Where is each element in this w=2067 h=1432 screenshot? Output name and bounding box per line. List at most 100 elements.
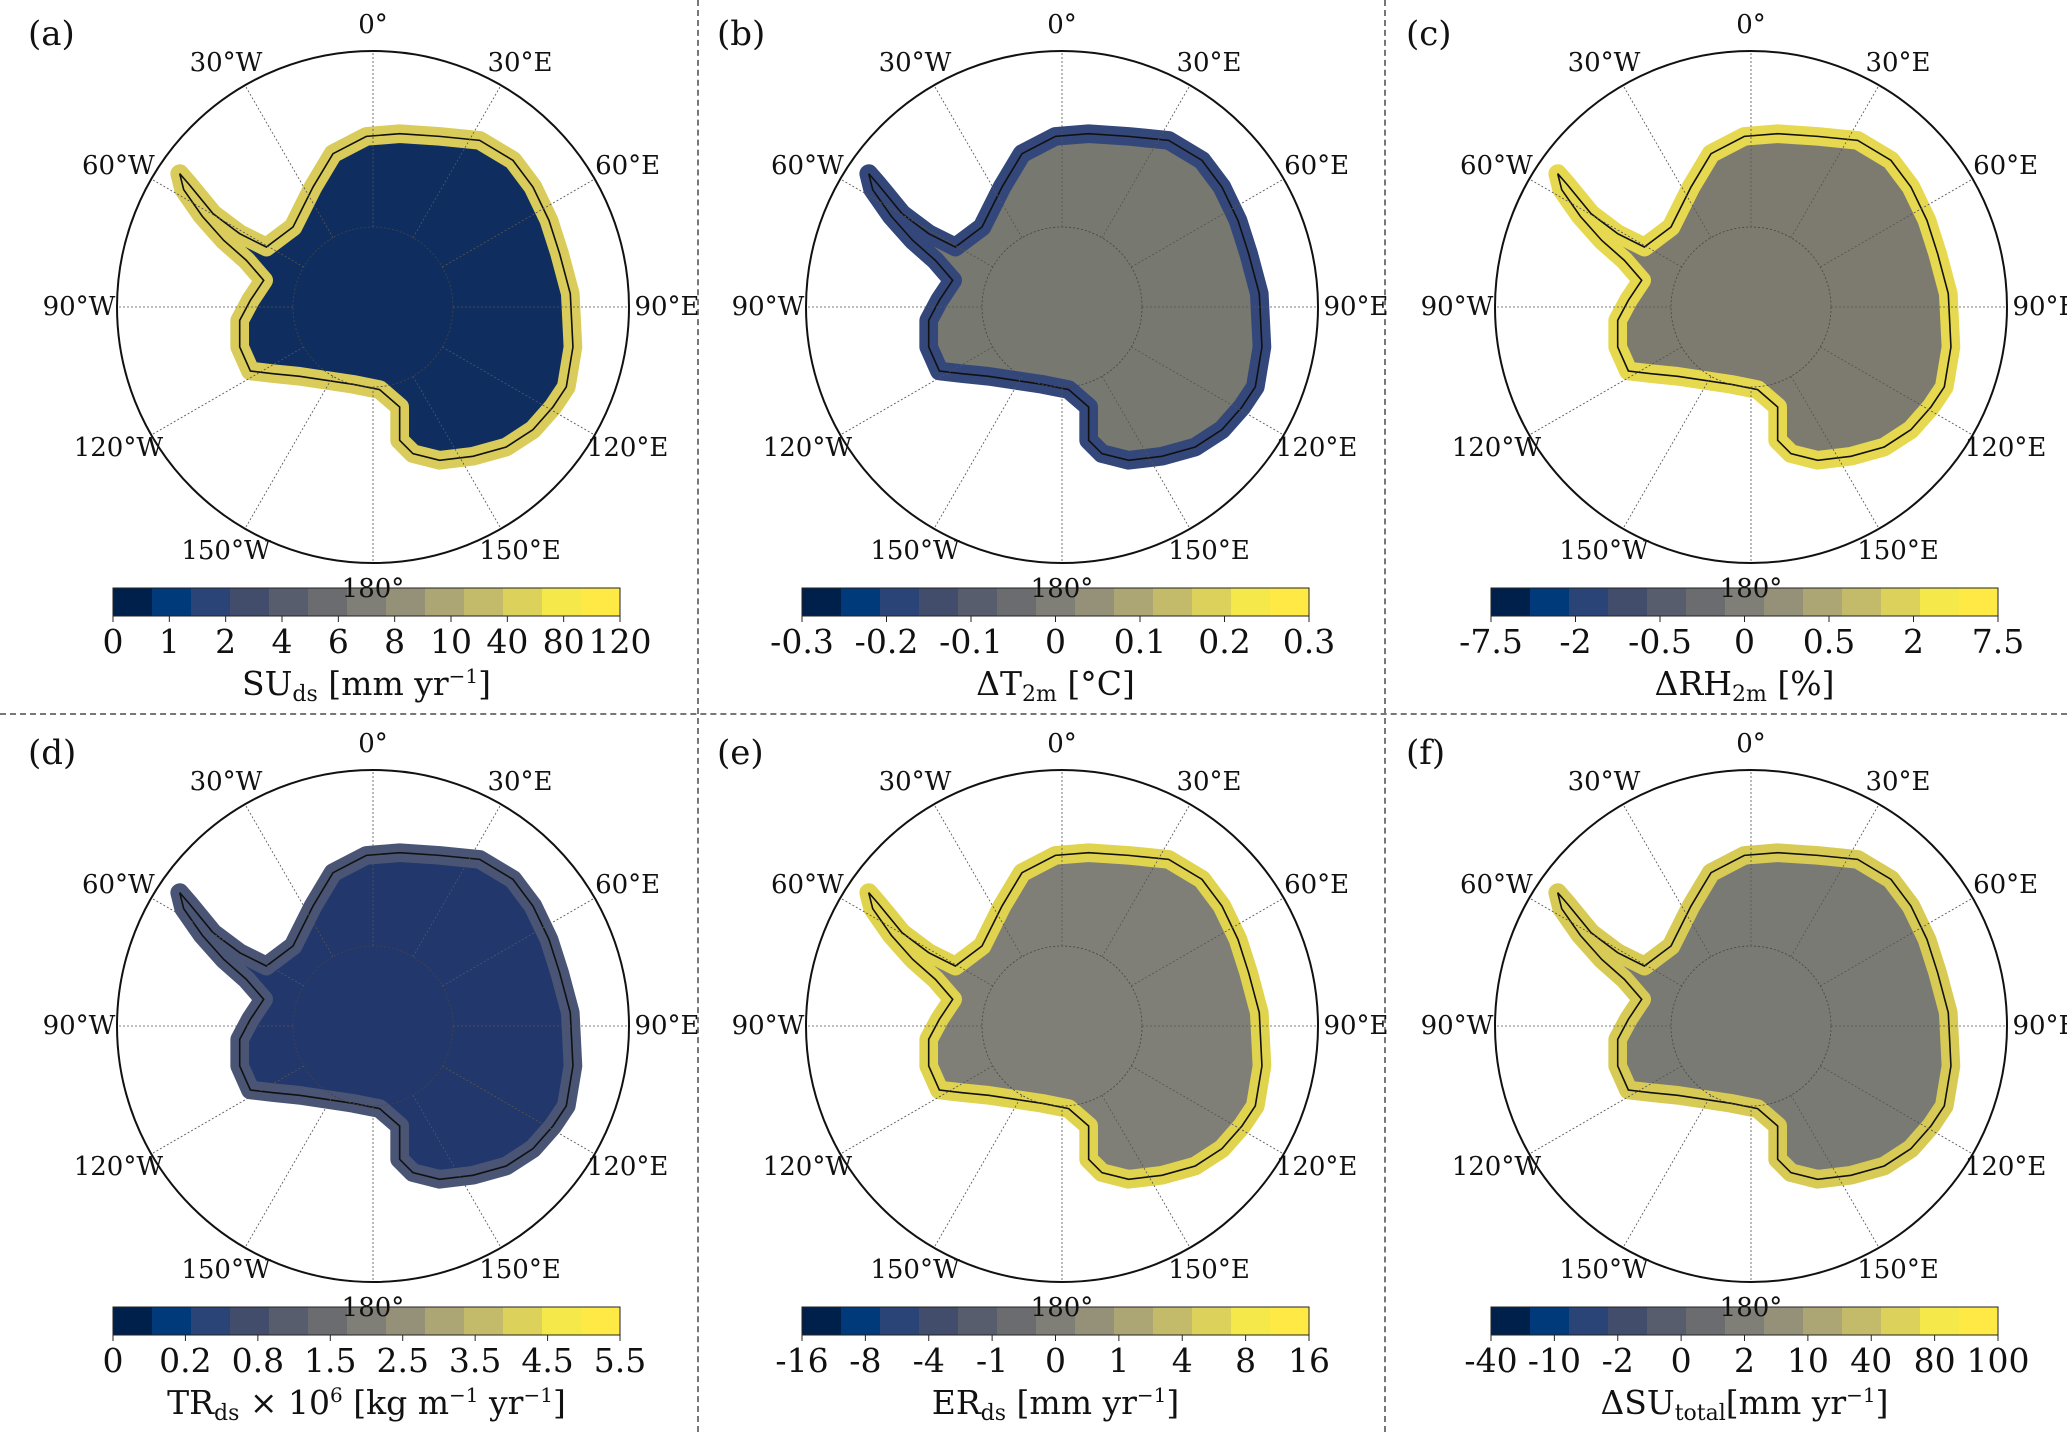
colorbar-segment xyxy=(113,588,153,616)
panel-f: 0° 30°E 60°E 90°E 120°E 150°E 180° 150°W 120°W 90… xyxy=(1378,719,2067,1432)
colorbar-segment xyxy=(386,1307,426,1335)
meridian-line xyxy=(1101,1095,1191,1248)
meridian-label: 90°W xyxy=(1420,292,1494,322)
meridian-label: 60°E xyxy=(1284,151,1350,181)
meridian-line xyxy=(412,1095,502,1248)
colorbar-segment xyxy=(1608,588,1648,616)
colorbar-tick-label: 2 xyxy=(1903,622,1924,661)
colorbar-segment xyxy=(841,588,881,616)
colorbar-label-part: ] xyxy=(478,664,491,703)
colorbar-segment xyxy=(581,1307,621,1335)
panel-e: 0° 30°E 60°E 90°E 120°E 150°E 180° 150°W 120°W 90… xyxy=(689,719,1389,1432)
colorbar-label-part: ds xyxy=(214,1401,240,1426)
coastline xyxy=(867,132,1263,462)
colorbar-tick-label: -0.3 xyxy=(770,622,834,661)
meridian-label: 90°W xyxy=(731,1011,805,1041)
colorbar-label-part: −1 xyxy=(449,1383,479,1407)
colorbar-label-part: ] xyxy=(1875,1383,1889,1422)
meridian-label: 150°W xyxy=(870,1255,960,1286)
meridian-label: 180° xyxy=(341,1293,405,1323)
column-divider-2 xyxy=(1384,0,1386,1432)
colorbar-tick-label: 0.2 xyxy=(1198,622,1251,661)
meridian-line xyxy=(412,85,502,238)
meridian-label: 90°W xyxy=(1420,1011,1494,1041)
colorbar-segment xyxy=(1075,588,1115,616)
meridian-label: 0° xyxy=(1736,729,1766,759)
colorbar-segment xyxy=(152,588,192,616)
meridian-label: 60°W xyxy=(1459,151,1533,181)
colorbar-segment xyxy=(1530,588,1570,616)
antarctica-field xyxy=(170,124,583,470)
meridian-line xyxy=(442,178,595,268)
colorbar-label-part: ] xyxy=(1166,1383,1180,1422)
colorbar-segment xyxy=(191,1307,231,1335)
colorbar-segment xyxy=(1764,1307,1804,1335)
colorbar-segment xyxy=(1192,588,1232,616)
meridian-label: 30°E xyxy=(1176,766,1242,797)
colorbar-segment xyxy=(581,588,621,616)
meridian-label: 60°E xyxy=(1284,870,1350,900)
panel-label: (e) xyxy=(717,733,764,773)
colorbar-tick-label: -16 xyxy=(775,1341,829,1380)
colorbar-label-part: 2m xyxy=(1732,682,1767,707)
meridian-label: 120°W xyxy=(762,1152,853,1182)
colorbar-segment xyxy=(1153,1307,1193,1335)
colorbar-tick-label: 2 xyxy=(1734,1341,1755,1380)
meridian-label: 180° xyxy=(1030,1293,1094,1323)
colorbar-segment xyxy=(425,1307,465,1335)
colorbar-segment xyxy=(802,588,842,616)
meridian-label: 0° xyxy=(1736,10,1766,40)
colorbar-label-part: −1 xyxy=(1136,1383,1167,1407)
meridian-line xyxy=(840,1065,993,1155)
meridian-label: 150°W xyxy=(1559,536,1649,567)
colorbar-label-part: −1 xyxy=(448,664,479,688)
meridian-label: 90°E xyxy=(1323,1011,1389,1041)
colorbar-label-part: −1 xyxy=(1846,1383,1876,1407)
meridian-label: 60°W xyxy=(81,151,155,181)
meridian-line xyxy=(1790,376,1880,529)
colorbar-tick-label: 2 xyxy=(215,622,237,661)
colorbar-segment xyxy=(880,1307,920,1335)
colorbar-tick-label: -0.5 xyxy=(1628,622,1692,661)
colorbar-label: ΔSUtotal[mm yr−1] xyxy=(1491,1383,1998,1426)
coastline xyxy=(867,851,1263,1181)
colorbar-tick-label: 0.1 xyxy=(1113,622,1167,661)
meridian-label: 60°W xyxy=(770,151,844,181)
meridian-label: 120°E xyxy=(586,433,669,463)
colorbar-segment xyxy=(308,588,348,616)
meridian-line xyxy=(1820,897,1973,987)
meridian-line xyxy=(1820,178,1973,268)
colorbar-label-part: ds xyxy=(980,1401,1007,1426)
antarctica-field xyxy=(1548,124,1961,470)
colorbar-segment xyxy=(1803,588,1843,616)
meridian-label: 60°W xyxy=(81,870,155,900)
meridian-label: 150°E xyxy=(1168,536,1250,567)
meridian-label: 60°E xyxy=(1973,151,2039,181)
colorbar-segment xyxy=(1959,588,1999,616)
colorbar-segment xyxy=(1153,588,1193,616)
meridian-label: 180° xyxy=(1719,1293,1783,1323)
meridian-label: 60°E xyxy=(595,870,661,900)
map-boundary xyxy=(1494,769,2008,1283)
colorbar-tick-label: 7.5 xyxy=(1971,622,2025,661)
meridian-line xyxy=(1790,804,1880,957)
colorbar-tick-label: -8 xyxy=(849,1341,882,1380)
colorbar-label-part: ] xyxy=(552,1383,566,1422)
colorbar-tick-label: 0 xyxy=(102,622,124,661)
colorbar-segment xyxy=(1686,1307,1726,1335)
colorbar-segment xyxy=(802,1307,842,1335)
colorbar-tick-label: 0 xyxy=(1670,1341,1692,1380)
meridian-line xyxy=(840,346,993,436)
colorbar-tick-label: 6 xyxy=(327,622,349,661)
colorbar-tick-label: 1.5 xyxy=(304,1341,357,1380)
meridian-label: 150°E xyxy=(1857,1255,1939,1286)
colorbar-tick-label: -2 xyxy=(1559,622,1592,661)
colorbar-segment xyxy=(230,588,270,616)
meridian-label: 90°W xyxy=(42,1011,116,1041)
panel-label: (b) xyxy=(717,14,766,54)
colorbar-tick-label: 0 xyxy=(1734,622,1755,661)
meridian-line xyxy=(933,804,1023,957)
colorbar-segment xyxy=(919,588,959,616)
meridian-line xyxy=(933,85,1023,238)
colorbar-segment xyxy=(347,588,387,616)
